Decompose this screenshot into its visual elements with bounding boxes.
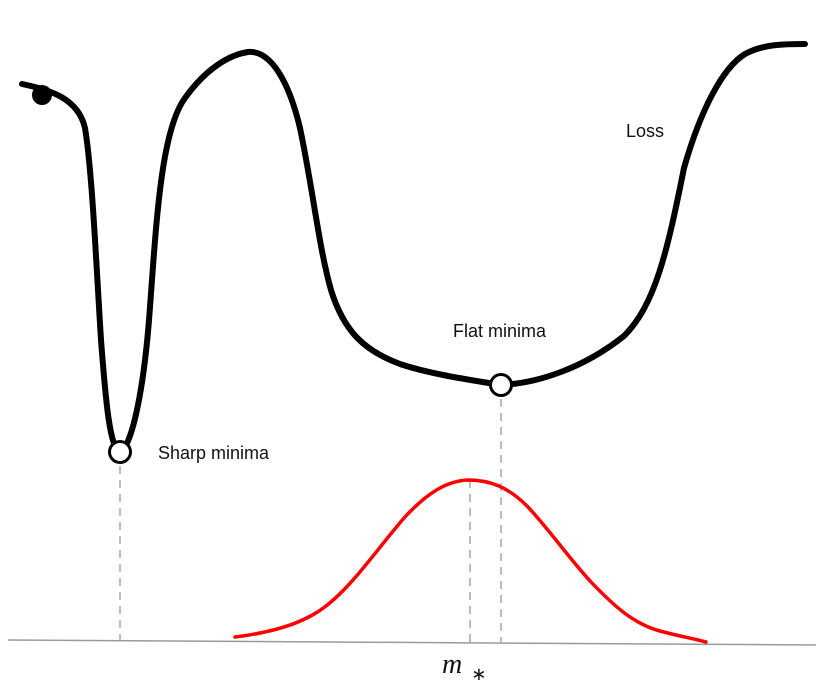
flat-minima-label: Flat minima — [453, 321, 547, 341]
flat-minima-marker — [489, 373, 513, 397]
m-star-subscript: ∗ — [471, 664, 486, 685]
x-axis-line — [7, 639, 817, 646]
sharp-minima-marker — [108, 440, 132, 464]
m-star-label: m ∗ — [442, 649, 486, 685]
loss-curve — [19, 41, 808, 455]
distribution-curve — [233, 478, 708, 644]
sharp-minima-label: Sharp minima — [158, 443, 270, 463]
m-star-main: m — [442, 649, 462, 680]
loss-label: Loss — [626, 121, 664, 141]
start-point-marker — [32, 85, 52, 105]
